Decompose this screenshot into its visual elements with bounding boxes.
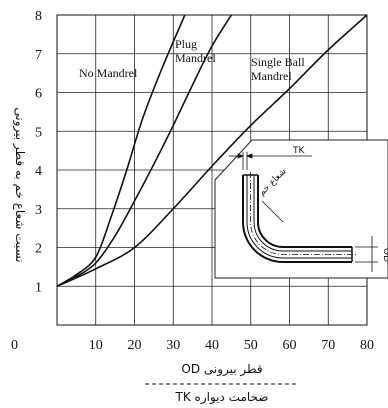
curve-label-2: Mandrel xyxy=(251,69,292,83)
x-tick-label: 50 xyxy=(244,338,258,353)
x-tick-label: 0 xyxy=(11,338,18,353)
x-axis-title-bottom: ضخامت دیواره TK xyxy=(175,390,269,405)
series-line-0 xyxy=(56,14,186,287)
curve-label-1: Mandrel xyxy=(175,51,216,65)
x-tick-label: 60 xyxy=(283,338,297,353)
y-tick-label: 7 xyxy=(35,48,42,63)
bend-inset-diagram: TK OD شعاع خم xyxy=(214,139,388,279)
x-tick-label: 20 xyxy=(128,338,142,353)
y-axis-title: نسبت شعاع خم به قطر بیرونی xyxy=(12,107,27,262)
y-tick-label: 3 xyxy=(35,203,42,218)
curve-label-2: Single Ball xyxy=(251,55,305,69)
od-dimension xyxy=(355,236,378,272)
y-tick-label: 8 xyxy=(35,9,42,24)
y-tick-label: 1 xyxy=(35,280,42,295)
y-tick-label: 2 xyxy=(35,242,42,257)
x-tick-label: 70 xyxy=(321,338,335,353)
tick-labels: 0 10 20 30 40 50 60 70 80 1 2 3 4 5 6 7 8 xyxy=(11,9,374,353)
od-label: OD xyxy=(381,248,388,262)
x-tick-label: 10 xyxy=(89,338,103,353)
inset-box xyxy=(214,139,388,279)
y-tick-label: 6 xyxy=(35,87,42,102)
curves xyxy=(56,14,368,287)
bent-tube xyxy=(242,172,358,263)
curve-label-1: Plug xyxy=(175,37,197,51)
x-tick-label: 80 xyxy=(360,338,374,353)
x-tick-label: 40 xyxy=(205,338,219,353)
x-axis-title-top: قطر بیرونی OD xyxy=(181,362,262,377)
y-tick-label: 5 xyxy=(35,125,42,140)
series-line-1 xyxy=(56,14,233,287)
tk-label: TK xyxy=(292,146,305,156)
tk-dimension xyxy=(229,152,312,170)
series-line-2 xyxy=(56,14,368,287)
curve-label-0: No Mandrel xyxy=(79,66,138,80)
x-tick-label: 30 xyxy=(166,338,180,353)
y-tick-label: 4 xyxy=(35,164,42,179)
